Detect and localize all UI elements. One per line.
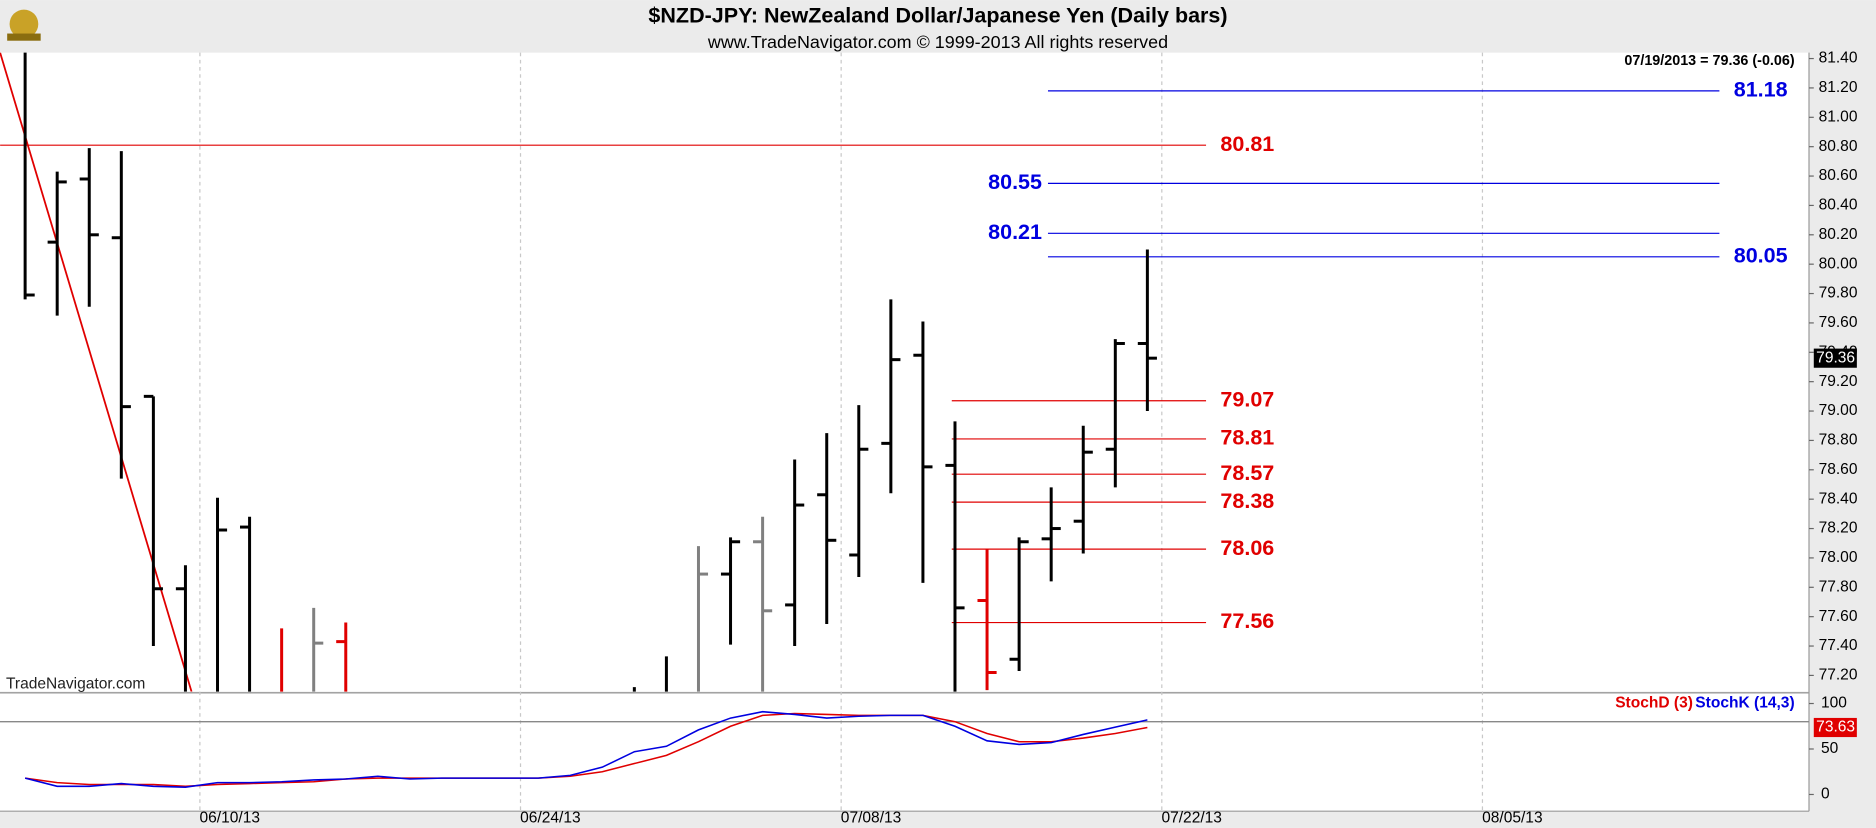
stoch-panel <box>0 693 1809 812</box>
x-tick-label: 06/10/13 <box>200 810 261 827</box>
level-label: 78.38 <box>1220 489 1274 513</box>
stoch-plot <box>0 710 1809 788</box>
level-label: 78.57 <box>1220 461 1274 485</box>
stoch-line <box>24 710 1148 788</box>
watermark: TradeNavigator.com <box>6 676 145 693</box>
level-label: 80.81 <box>1220 132 1274 156</box>
level-label: 81.18 <box>1734 78 1788 102</box>
overlay: 77.20 77.40 77.60 77.80 78.00 78.20 78.40 78.60… <box>200 50 1858 827</box>
level-label: 80.55 <box>988 170 1042 194</box>
logo-disc <box>9 9 39 39</box>
logo <box>7 9 41 41</box>
chart-title: $NZD-JPY: NewZealand Dollar/Japanese Yen… <box>648 3 1227 27</box>
y-tick-label: 80.60 <box>1819 167 1858 184</box>
y-tick-label: 100 <box>1821 695 1847 712</box>
y-tick-label: 79.00 <box>1819 402 1858 419</box>
level-label: 80.05 <box>1734 244 1788 268</box>
y-tick-label: 80.00 <box>1819 255 1858 272</box>
y-tick-label: 80.40 <box>1819 197 1858 214</box>
y-tick-label: 77.20 <box>1819 667 1858 684</box>
y-tick-label: 50 <box>1821 740 1839 757</box>
y-tick-label: 77.40 <box>1819 637 1858 654</box>
chart-subtitle: www.TradeNavigator.com © 1999-2013 All r… <box>707 32 1168 52</box>
logo-base <box>7 33 41 41</box>
x-tick-label: 06/24/13 <box>520 810 581 827</box>
y-tick-label: 77.60 <box>1819 608 1858 625</box>
level-label: 79.07 <box>1220 387 1274 411</box>
y-tick-label: 79.80 <box>1819 285 1858 302</box>
stoch-line <box>25 712 1148 788</box>
y-tick-label: 81.40 <box>1819 50 1858 67</box>
y-tick-label: 81.20 <box>1819 79 1858 96</box>
last-price-label: 79.36 <box>1816 349 1855 366</box>
legend-entry: StochD (3) <box>1615 695 1693 712</box>
x-tick-label: 08/05/13 <box>1482 810 1543 827</box>
y-tick-label: 79.60 <box>1819 314 1858 331</box>
y-tick-label: 78.40 <box>1819 490 1858 507</box>
last-price-box <box>1813 348 1857 368</box>
y-tick-label: 80.20 <box>1819 226 1858 243</box>
price-plot <box>0 52 1720 692</box>
y-tick-label: 80.80 <box>1819 138 1858 155</box>
quote: 07/19/2013 = 79.36 (-0.06) <box>1624 53 1794 69</box>
y-tick-label: 77.80 <box>1819 578 1858 595</box>
x-tick-label: 07/22/13 <box>1161 810 1222 827</box>
value-label: 73.63 <box>1816 719 1855 736</box>
level-label: 78.06 <box>1220 536 1274 560</box>
grid <box>199 52 1484 812</box>
y-tick-label: 0 <box>1821 786 1830 803</box>
legend-entry: StochK (14,3) <box>1695 695 1794 712</box>
trend-line <box>0 52 193 692</box>
y-tick-label: 78.20 <box>1819 520 1858 537</box>
y-tick-label: 81.00 <box>1819 108 1858 125</box>
y-tick-label: 78.80 <box>1819 432 1858 449</box>
y-tick-label: 79.20 <box>1819 373 1858 390</box>
level-label: 78.81 <box>1220 426 1274 450</box>
value-label-box <box>1813 717 1857 738</box>
y-tick-label: 78.60 <box>1819 461 1858 478</box>
y-tick-label: 78.00 <box>1819 549 1858 566</box>
price-panel <box>0 52 1809 692</box>
level-label: 77.56 <box>1220 609 1274 633</box>
level-label: 80.21 <box>988 220 1042 244</box>
x-tick-label: 07/08/13 <box>841 810 902 827</box>
